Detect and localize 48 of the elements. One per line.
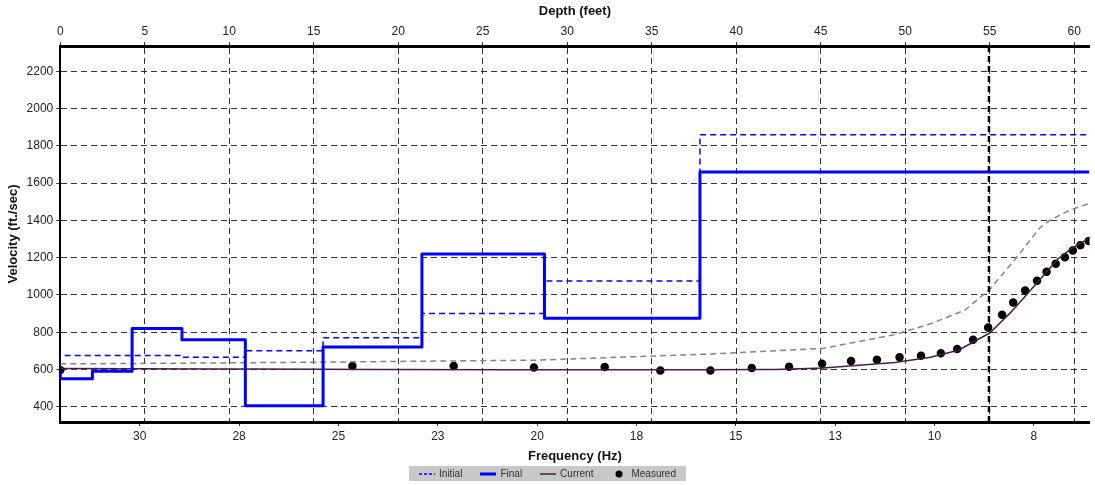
y-axis-title: Velocity (ft./sec) [5, 184, 21, 284]
y-tick-label: 400 [33, 399, 54, 414]
x2-tick-label: 0 [56, 24, 64, 39]
x-tick-label: 18 [629, 428, 644, 443]
x2-tick-label: 50 [898, 24, 913, 39]
legend-label: Final [500, 468, 523, 479]
x2-tick-label: 30 [560, 24, 575, 39]
x2-tick-label: 15 [307, 24, 321, 39]
x2-tick-label: 40 [729, 24, 744, 39]
x2-tick-label: 5 [141, 24, 149, 39]
y-tick-label: 600 [33, 361, 54, 376]
point [817, 359, 827, 368]
y-tick-label: 1800 [26, 138, 54, 153]
y-tick-label: 1600 [26, 175, 54, 190]
x2-tick-label: 10 [222, 24, 237, 39]
x2-tick-label: 60 [1067, 24, 1082, 39]
y-tick-label: 1200 [26, 249, 54, 264]
y-tick-label: 2200 [26, 63, 54, 78]
x-tick-label: 30 [133, 428, 147, 443]
x-tick-label: 15 [729, 428, 743, 443]
x2-tick-label: 45 [814, 24, 828, 39]
legend-label: Current [560, 468, 594, 479]
x2-tick-label: 35 [645, 24, 659, 39]
y-tick-label: 800 [33, 324, 54, 339]
point [846, 356, 856, 366]
point [1008, 298, 1018, 307]
point [895, 352, 904, 362]
x-tick-label: 13 [828, 428, 843, 443]
y-tick-label: 1000 [26, 287, 54, 302]
x-tick-label: 20 [530, 428, 545, 443]
y-tick-label: 2000 [26, 100, 54, 115]
x-tick-label: 23 [431, 428, 445, 443]
x-tick-label: 25 [331, 428, 346, 443]
x2-axis-title: Depth (feet) [538, 3, 612, 19]
x-axis-title: Frequency (Hz) [527, 447, 622, 463]
point [1020, 286, 1030, 295]
legend-label: Measured [631, 468, 676, 479]
point [997, 310, 1007, 319]
x-tick-label: 10 [927, 428, 942, 443]
point [449, 361, 458, 371]
x2-tick-label: 20 [391, 24, 406, 39]
legend-label: Initial [439, 468, 463, 479]
x-tick-label: 28 [232, 428, 247, 443]
x2-tick-label: 25 [476, 24, 490, 39]
x2-tick-label: 55 [983, 24, 997, 39]
x-tick-label: 8 [1030, 428, 1038, 443]
point [872, 355, 882, 365]
y-tick-label: 1400 [26, 212, 54, 227]
